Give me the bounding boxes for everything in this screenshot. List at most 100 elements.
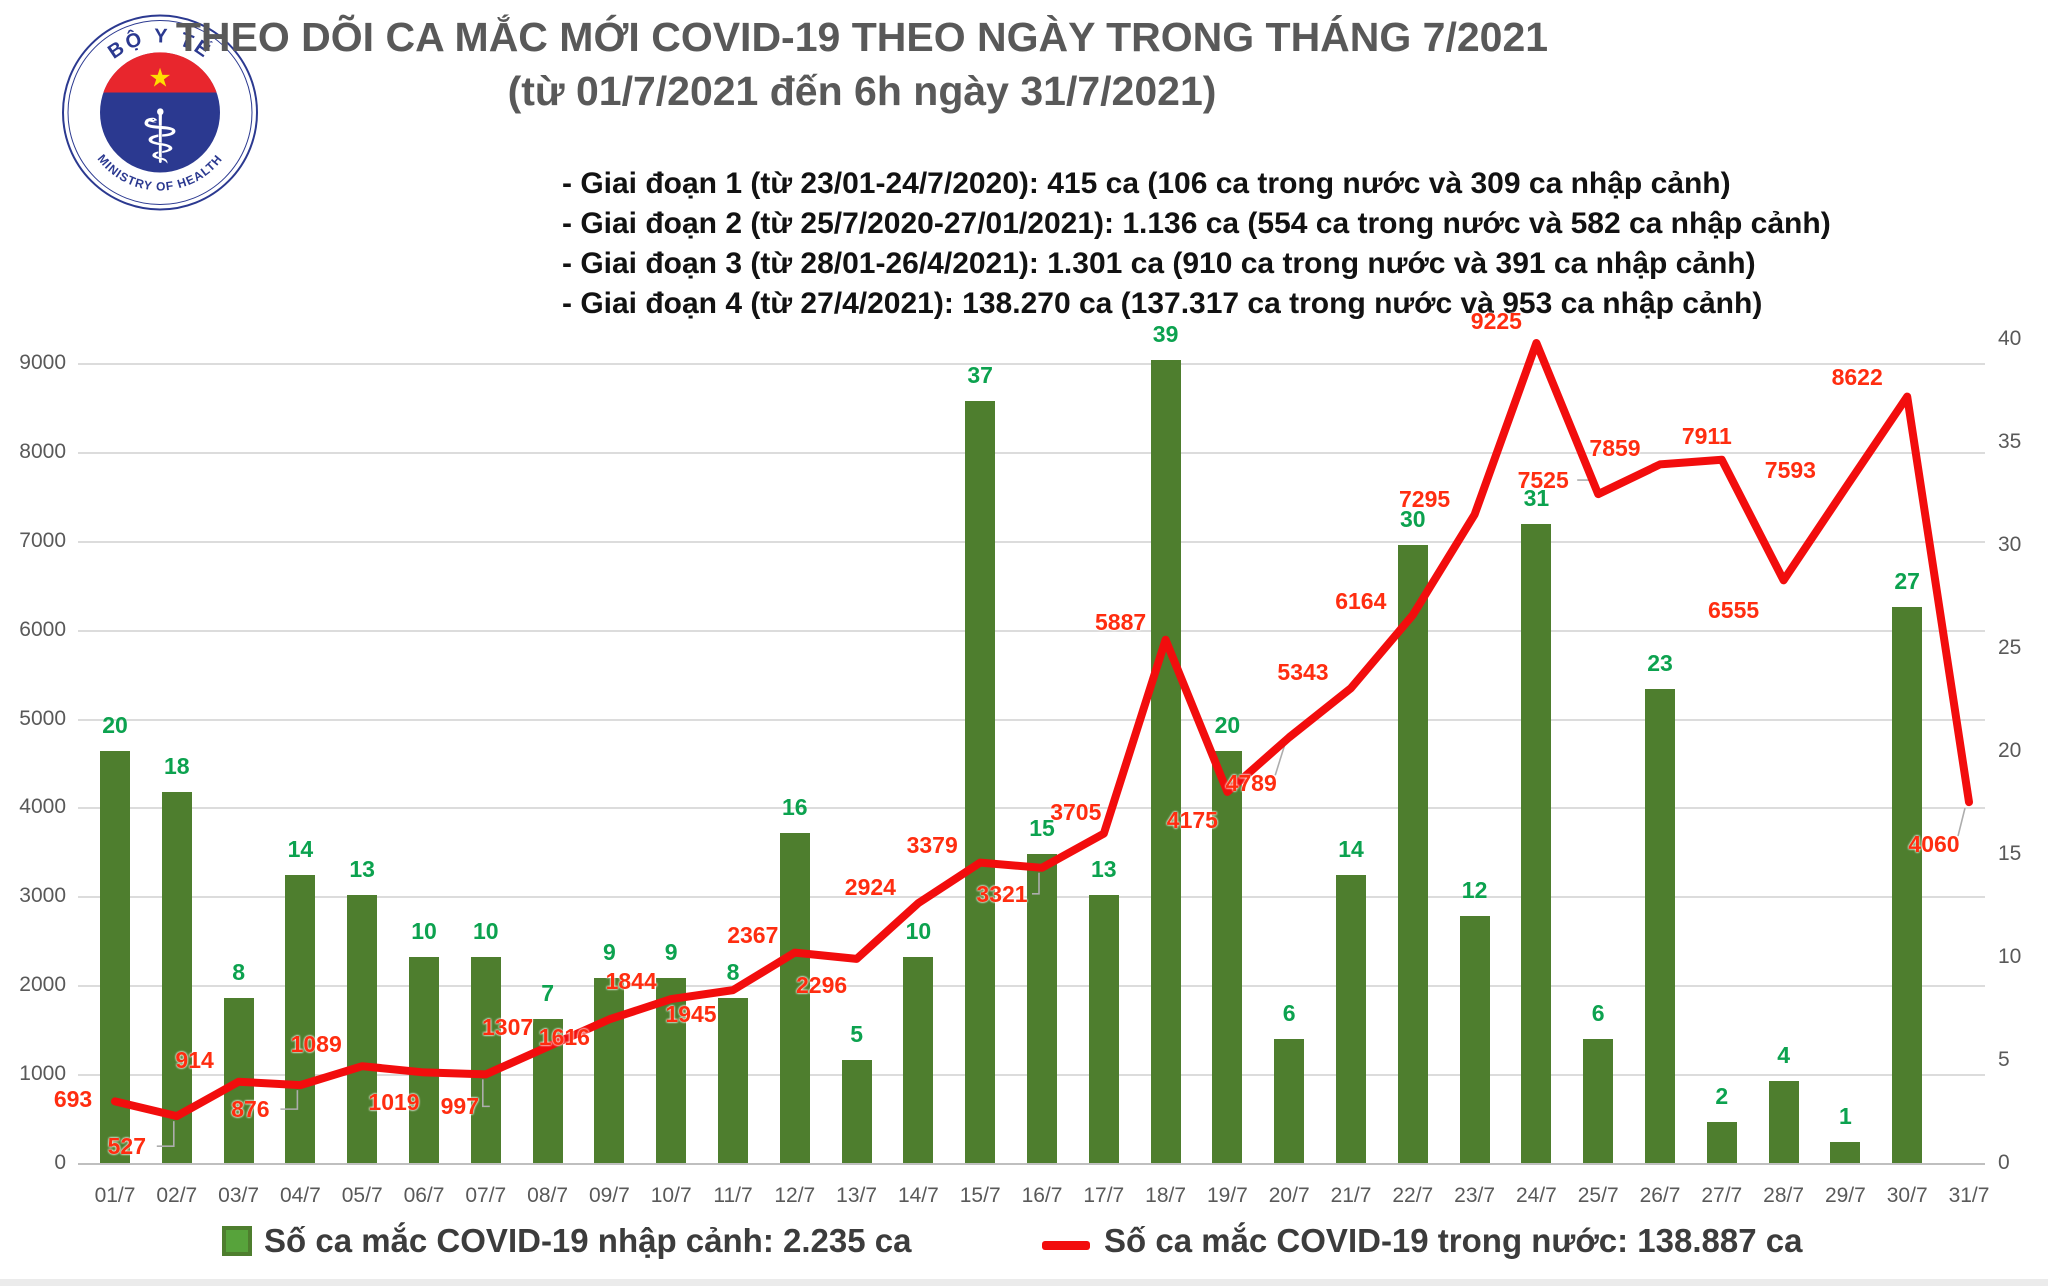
bar-23/7 (1459, 915, 1490, 1163)
chart-title: THEO DÕI CA MẮC MỚI COVID-19 THEO NGÀY T… (175, 14, 1549, 60)
logo-star-icon: ★ (148, 63, 171, 93)
bar-29/7 (1830, 1142, 1861, 1163)
bar-20/7 (1274, 1039, 1305, 1163)
bar-18/7 (1150, 359, 1181, 1163)
right-axis-tick: 5 (1998, 1048, 2010, 1071)
line-value-label: 7525 (1517, 467, 1569, 494)
right-axis-tick: 30 (1998, 533, 2022, 556)
right-axis-tick: 20 (1998, 739, 2022, 762)
bar-28/7 (1768, 1080, 1799, 1163)
left-axis-tick: 5000 (19, 706, 66, 730)
line-value-label: 6164 (1335, 588, 1387, 615)
line-value-label: 4789 (1225, 770, 1277, 797)
bar-value-label: 20 (1214, 712, 1241, 738)
line-value-label: 5343 (1277, 659, 1329, 686)
gridline (78, 362, 1985, 365)
left-axis-tick: 0 (54, 1151, 66, 1174)
right-axis-tick: 0 (1998, 1151, 2010, 1174)
bar-22/7 (1397, 545, 1428, 1163)
bar-value-label: 20 (102, 712, 128, 738)
line-value-label: 1019 (368, 1089, 420, 1116)
bar-value-label: 13 (1091, 856, 1117, 883)
x-axis-label: 12/7 (774, 1184, 816, 1207)
x-axis-label: 09/7 (588, 1184, 630, 1207)
line-value-label: 876 (231, 1096, 270, 1123)
x-axis-label: 13/7 (836, 1184, 878, 1207)
bar-value-label: 23 (1647, 650, 1673, 677)
x-axis-label: 11/7 (713, 1184, 753, 1207)
bottom-edge-strip (0, 1279, 2048, 1286)
line-value-label: 2296 (796, 971, 848, 998)
right-axis-tick: 10 (1998, 945, 2022, 968)
x-axis-label: 06/7 (403, 1184, 445, 1207)
x-axis-label: 10/7 (650, 1184, 692, 1207)
bar-value-label: 16 (782, 794, 808, 821)
x-axis-label: 28/7 (1763, 1184, 1805, 1207)
line-value-label: 693 (53, 1086, 93, 1113)
bar-15/7 (965, 400, 996, 1163)
line-value-label: 7295 (1399, 485, 1451, 512)
bar-03/7 (223, 998, 254, 1163)
x-axis-label: 23/7 (1454, 1184, 1496, 1207)
x-axis-label: 30/7 (1886, 1184, 1928, 1207)
x-axis-label: 27/7 (1701, 1184, 1743, 1207)
bar-02/7 (161, 792, 192, 1163)
bar-value-label: 27 (1894, 567, 1920, 594)
x-axis-label: 29/7 (1824, 1184, 1866, 1207)
x-axis-label: 22/7 (1392, 1184, 1434, 1207)
logo-inner-ring (67, 20, 253, 205)
ministry-of-health-logo: BỘ Y TẾ MINISTRY OF HEALTH ★ ⚕ (62, 14, 258, 211)
line-value-label: 1616 (538, 1024, 590, 1051)
left-axis-tick: 3000 (19, 884, 66, 908)
line-value-label: 5887 (1095, 608, 1147, 635)
logo-caduceus-icon: ⚕ (140, 96, 180, 179)
phase-note-2: - Giai đoạn 2 (từ 25/7/2020-27/01/2021):… (562, 207, 1831, 240)
left-axis-tick: 8000 (19, 439, 66, 463)
legend-square-swatch (222, 1226, 252, 1256)
bar-07/7 (470, 957, 501, 1163)
x-axis-label: 21/7 (1330, 1184, 1372, 1207)
left-axis-tick: 9000 (19, 350, 66, 374)
x-axis-label: 20/7 (1268, 1184, 1310, 1207)
line-value-label: 8622 (1831, 363, 1883, 390)
bar-value-label: 37 (967, 361, 993, 388)
bar-value-label: 5 (850, 1021, 863, 1047)
phase-note-4: - Giai đoạn 4 (từ 27/4/2021): 138.270 ca… (562, 287, 1763, 320)
line-value-label: 3379 (906, 831, 958, 858)
chart-subtitle: (từ 01/7/2021 đến 6h ngày 31/7/2021) (507, 68, 1217, 114)
phase-note-3: - Giai đoạn 3 (từ 28/01-26/4/2021): 1.30… (562, 247, 1756, 280)
gridline (78, 1163, 1985, 1165)
x-axis-label: 04/7 (279, 1184, 321, 1207)
bar-value-label: 6 (1591, 1000, 1605, 1027)
x-axis-label: 02/7 (156, 1184, 198, 1207)
bar-value-label: 18 (164, 753, 190, 780)
left-axis-tick: 7000 (19, 528, 66, 552)
x-axis-label: 08/7 (527, 1184, 569, 1207)
line-value-label: 7593 (1764, 457, 1816, 484)
x-axis-label: 16/7 (1021, 1184, 1063, 1207)
bar-value-label: 10 (905, 918, 932, 944)
line-value-label: 1945 (665, 1001, 717, 1028)
x-axis-label: 25/7 (1577, 1184, 1619, 1207)
bar-value-label: 2 (1715, 1082, 1729, 1109)
x-axis-label: 05/7 (341, 1184, 383, 1207)
line-value-label: 1307 (482, 1013, 534, 1040)
x-axis-label: 31/7 (1948, 1184, 1990, 1207)
bar-value-label: 13 (349, 856, 375, 883)
phase-note-1: - Giai đoạn 1 (từ 23/01-24/7/2020): 415 … (562, 167, 1731, 200)
bar-value-label: 39 (1152, 320, 1179, 347)
x-axis-label: 14/7 (897, 1184, 939, 1207)
bar-30/7 (1892, 606, 1923, 1163)
gridline (78, 629, 1985, 632)
left-axis-tick: 2000 (19, 973, 66, 997)
bar-05/7 (347, 895, 378, 1163)
bar-27/7 (1706, 1121, 1737, 1163)
bar-06/7 (409, 957, 439, 1163)
line-value-label: 7911 (1681, 422, 1732, 449)
bar-25/7 (1583, 1039, 1614, 1163)
gridline (78, 451, 1985, 454)
legend-dash-swatch (1042, 1241, 1090, 1250)
x-axis-label: 18/7 (1145, 1184, 1187, 1207)
